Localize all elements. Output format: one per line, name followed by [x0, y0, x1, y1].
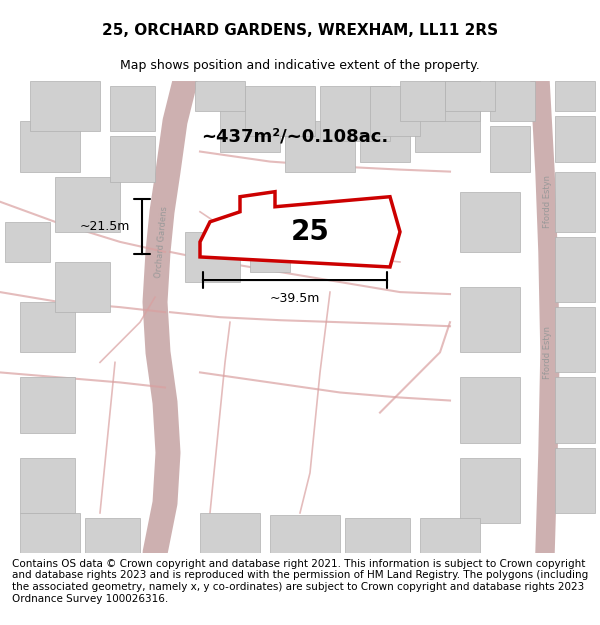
Text: 25: 25	[290, 218, 329, 246]
Polygon shape	[270, 515, 340, 553]
Polygon shape	[245, 86, 315, 136]
Text: Ffordd Estyn: Ffordd Estyn	[544, 175, 553, 228]
Text: 25, ORCHARD GARDENS, WREXHAM, LL11 2RS: 25, ORCHARD GARDENS, WREXHAM, LL11 2RS	[102, 22, 498, 38]
Polygon shape	[250, 222, 290, 272]
Polygon shape	[185, 232, 240, 282]
Text: Map shows position and indicative extent of the property.: Map shows position and indicative extent…	[120, 59, 480, 71]
Polygon shape	[555, 116, 595, 162]
Polygon shape	[345, 518, 410, 553]
Text: Contains OS data © Crown copyright and database right 2021. This information is : Contains OS data © Crown copyright and d…	[12, 559, 588, 604]
Polygon shape	[555, 378, 595, 442]
Polygon shape	[400, 81, 445, 121]
Polygon shape	[20, 458, 75, 513]
Polygon shape	[285, 121, 355, 172]
Polygon shape	[320, 86, 390, 141]
Polygon shape	[85, 518, 140, 553]
Polygon shape	[430, 81, 480, 121]
Text: ~39.5m: ~39.5m	[270, 292, 320, 305]
Polygon shape	[370, 86, 420, 136]
Polygon shape	[110, 136, 155, 182]
Polygon shape	[55, 177, 120, 232]
Polygon shape	[460, 192, 520, 252]
Polygon shape	[555, 307, 595, 372]
Polygon shape	[360, 116, 410, 162]
Polygon shape	[20, 302, 75, 352]
Text: ~437m²/~0.108ac.: ~437m²/~0.108ac.	[202, 127, 389, 146]
Polygon shape	[490, 126, 530, 172]
Polygon shape	[555, 81, 595, 111]
Text: Orchard Gardens: Orchard Gardens	[154, 206, 170, 278]
Polygon shape	[445, 81, 495, 111]
Polygon shape	[200, 192, 400, 267]
Polygon shape	[420, 518, 480, 553]
Polygon shape	[20, 378, 75, 432]
Polygon shape	[460, 287, 520, 352]
Polygon shape	[20, 513, 80, 553]
Polygon shape	[555, 237, 595, 302]
Text: Ffordd Estyn: Ffordd Estyn	[544, 326, 553, 379]
Polygon shape	[200, 513, 260, 553]
Polygon shape	[555, 172, 595, 232]
Polygon shape	[490, 81, 535, 121]
Polygon shape	[460, 378, 520, 442]
Text: ~21.5m: ~21.5m	[80, 221, 130, 233]
Polygon shape	[30, 81, 100, 131]
Polygon shape	[415, 106, 480, 151]
Polygon shape	[460, 458, 520, 523]
Polygon shape	[110, 86, 155, 131]
Polygon shape	[195, 81, 245, 111]
Polygon shape	[5, 222, 50, 262]
Polygon shape	[20, 121, 80, 172]
Polygon shape	[220, 101, 280, 151]
Polygon shape	[55, 262, 110, 312]
Polygon shape	[555, 448, 595, 513]
